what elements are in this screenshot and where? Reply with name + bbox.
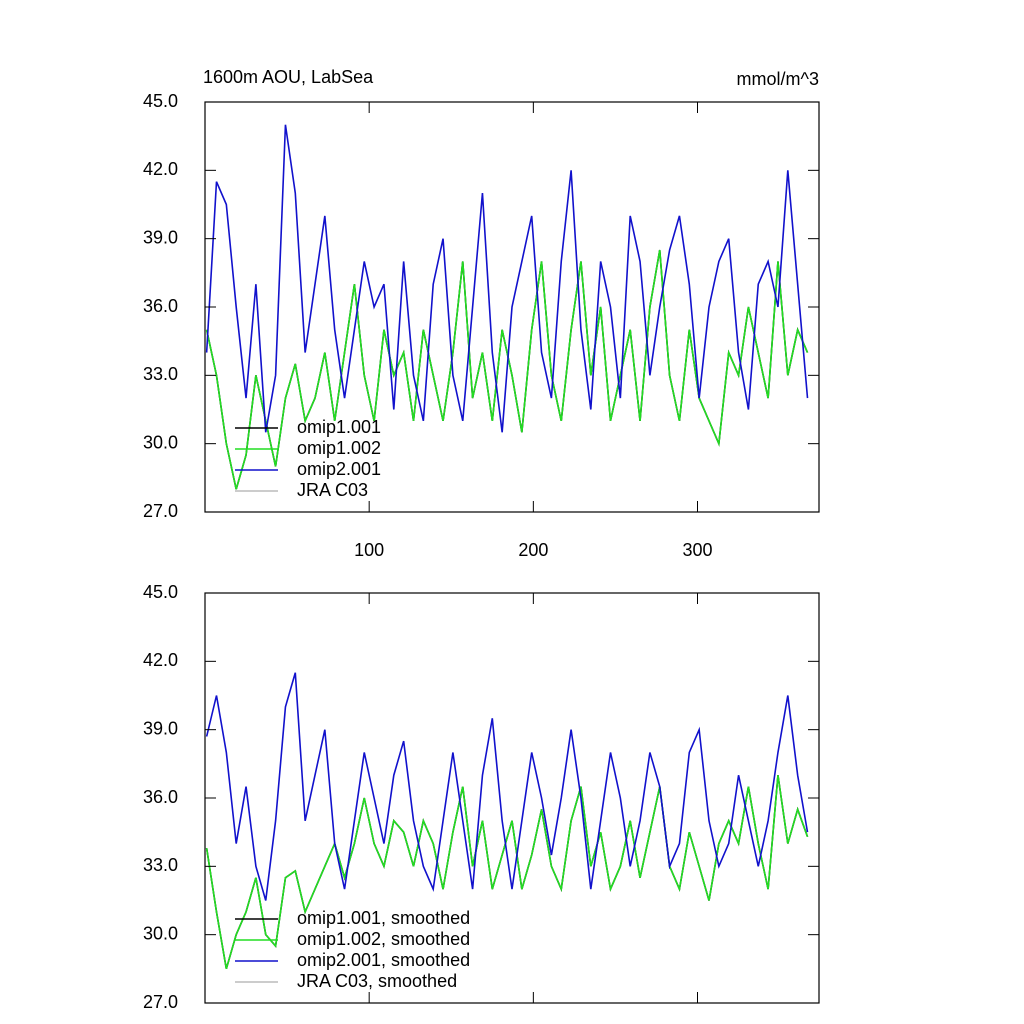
y-tick-label: 39.0	[143, 718, 178, 738]
y-tick-label: 39.0	[143, 227, 178, 247]
y-tick-label: 42.0	[143, 159, 178, 179]
legend-label: JRA C03, smoothed	[297, 971, 457, 991]
series-line	[205, 775, 809, 970]
legend-label: omip2.001, smoothed	[297, 950, 470, 970]
legend-label: omip1.001	[297, 417, 381, 437]
y-tick-label: 30.0	[143, 923, 178, 943]
series-line	[205, 249, 809, 490]
x-tick-label: 200	[518, 540, 548, 560]
y-tick-label: 30.0	[143, 432, 178, 452]
legend-label: omip1.002, smoothed	[297, 929, 470, 949]
legend-label: JRA C03	[297, 480, 368, 500]
series-line	[205, 672, 809, 901]
x-tick-label: 100	[354, 540, 384, 560]
chart-title: 1600m AOU, LabSea	[203, 67, 374, 87]
y-tick-label: 33.0	[143, 855, 178, 875]
y-tick-label: 36.0	[143, 296, 178, 316]
units-label: mmol/m^3	[737, 69, 819, 89]
y-tick-label: 45.0	[143, 582, 178, 602]
x-tick-label: 300	[682, 540, 712, 560]
y-tick-label: 36.0	[143, 787, 178, 807]
y-tick-label: 33.0	[143, 364, 178, 384]
legend-label: omip1.002	[297, 438, 381, 458]
y-tick-label: 27.0	[143, 501, 178, 521]
y-tick-label: 42.0	[143, 650, 178, 670]
y-tick-label: 27.0	[143, 992, 178, 1012]
legend-label: omip1.001, smoothed	[297, 908, 470, 928]
y-tick-label: 45.0	[143, 91, 178, 111]
legend-label: omip2.001	[297, 459, 381, 479]
series-line	[205, 124, 809, 433]
